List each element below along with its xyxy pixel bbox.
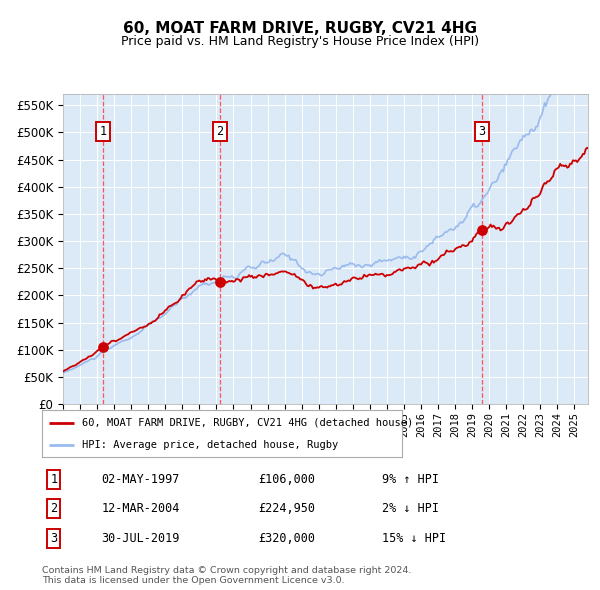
Text: 30-JUL-2019: 30-JUL-2019 xyxy=(101,532,180,545)
Text: 60, MOAT FARM DRIVE, RUGBY, CV21 4HG (detached house): 60, MOAT FARM DRIVE, RUGBY, CV21 4HG (de… xyxy=(82,418,413,428)
Point xyxy=(98,342,107,351)
Point xyxy=(477,225,487,235)
Text: £106,000: £106,000 xyxy=(258,473,315,486)
Text: 1: 1 xyxy=(50,473,58,486)
Text: £320,000: £320,000 xyxy=(258,532,315,545)
Text: Contains HM Land Registry data © Crown copyright and database right 2024.
This d: Contains HM Land Registry data © Crown c… xyxy=(42,566,412,585)
Text: 9% ↑ HPI: 9% ↑ HPI xyxy=(382,473,439,486)
Text: 02-MAY-1997: 02-MAY-1997 xyxy=(101,473,180,486)
Text: 15% ↓ HPI: 15% ↓ HPI xyxy=(382,532,446,545)
Text: Price paid vs. HM Land Registry's House Price Index (HPI): Price paid vs. HM Land Registry's House … xyxy=(121,35,479,48)
Text: 12-MAR-2004: 12-MAR-2004 xyxy=(101,502,180,516)
Text: 3: 3 xyxy=(478,125,485,138)
Text: 2% ↓ HPI: 2% ↓ HPI xyxy=(382,502,439,516)
Text: 3: 3 xyxy=(50,532,58,545)
Text: 60, MOAT FARM DRIVE, RUGBY, CV21 4HG: 60, MOAT FARM DRIVE, RUGBY, CV21 4HG xyxy=(123,21,477,35)
Text: HPI: Average price, detached house, Rugby: HPI: Average price, detached house, Rugb… xyxy=(82,440,338,450)
Text: £224,950: £224,950 xyxy=(258,502,315,516)
Text: 2: 2 xyxy=(50,502,58,516)
Text: 2: 2 xyxy=(216,125,223,138)
Text: 1: 1 xyxy=(99,125,106,138)
Point xyxy=(215,277,224,287)
